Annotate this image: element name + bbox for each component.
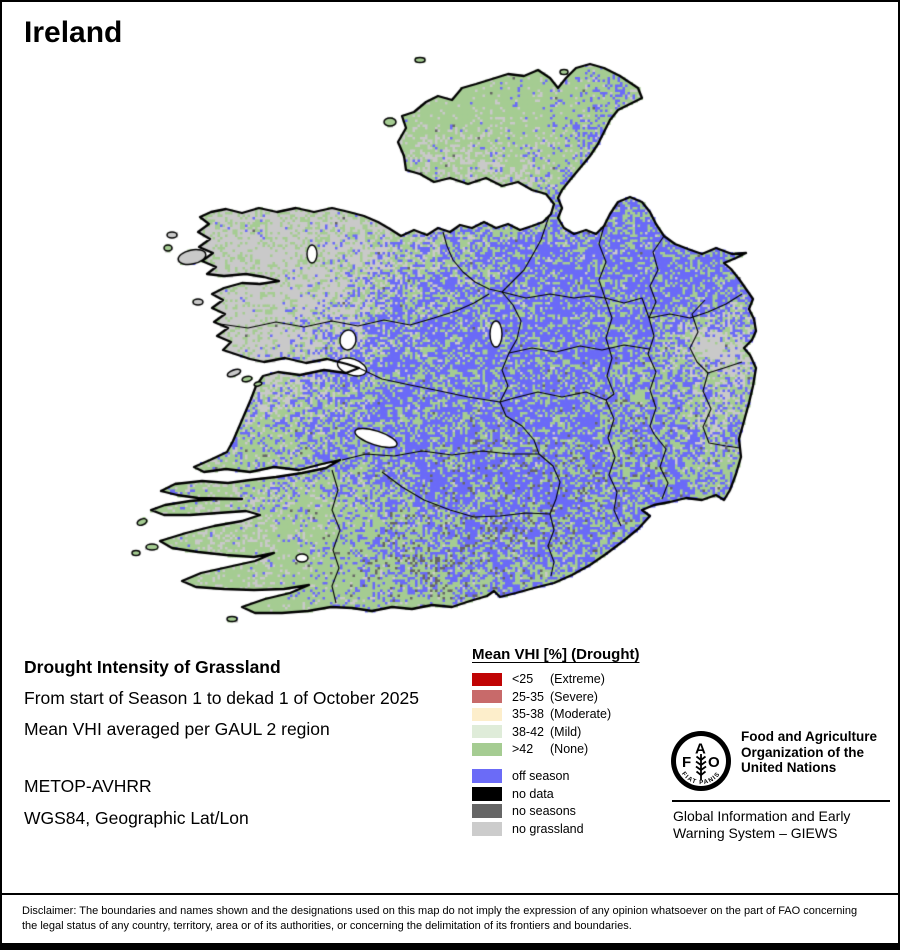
page-title: Ireland: [24, 16, 123, 49]
fao-divider: [672, 800, 890, 802]
legend-value: <25: [512, 672, 534, 686]
legend-swatch-moderate: [472, 707, 502, 721]
legend-label: no seasons: [512, 804, 576, 818]
legend-status-no-grassland: no grassland: [472, 821, 584, 836]
legend-swatch-no-data: [472, 786, 502, 801]
legend-class-moderate: 35-38 (Moderate): [472, 707, 611, 721]
disclaimer-text: Disclaimer: The boundaries and names sho…: [22, 905, 858, 933]
legend-label: no data: [512, 786, 554, 801]
giews-name: Global Information and Early Warning Sys…: [673, 808, 851, 841]
legend-severity: (Mild): [550, 724, 582, 739]
fao-logo-icon: F A O FIAT PANIS: [671, 731, 731, 791]
fao-letter-o: O: [708, 754, 720, 771]
legend-severity: (None): [550, 742, 589, 756]
legend-swatch-mild: [472, 725, 502, 738]
legend-label: no grassland: [512, 821, 584, 836]
fao-letter-a: A: [695, 741, 706, 758]
legend-status-no-data: no data: [472, 786, 554, 801]
legend-class-none: >42 (None): [472, 742, 588, 756]
legend-severity: (Extreme): [550, 672, 605, 686]
map-subject: Drought Intensity of Grassland: [24, 657, 281, 677]
legend-swatch-no-seasons: [472, 804, 502, 818]
legend-label: off season: [512, 769, 570, 783]
legend-severity: (Severe): [550, 689, 598, 704]
bottom-border-band: [2, 943, 898, 948]
legend-swatch-off-season: [472, 769, 502, 783]
legend-value: 25-35: [512, 689, 544, 704]
legend-status-off-season: off season: [472, 769, 569, 783]
map-period: From start of Season 1 to dekad 1 of Oct…: [24, 688, 419, 708]
legend-value: 35-38: [512, 707, 544, 721]
legend-swatch-severe: [472, 690, 502, 703]
legend-status-no-seasons: no seasons: [472, 804, 576, 818]
map-projection: WGS84, Geographic Lat/Lon: [24, 808, 249, 828]
map-aggregation: Mean VHI averaged per GAUL 2 region: [24, 719, 330, 739]
legend-class-mild: 38-42 (Mild): [472, 725, 581, 739]
ireland-drought-map: [2, 2, 898, 662]
legend-class-severe: 25-35 (Severe): [472, 690, 598, 704]
legend-swatch-none: [472, 742, 502, 756]
fao-letter-f: F: [682, 754, 691, 771]
legend-swatch-extreme: [472, 672, 502, 686]
legend-title: Mean VHI [%] (Drought): [472, 646, 640, 663]
legend-class-extreme: <25 (Extreme): [472, 672, 605, 686]
wheat-ear-icon: [695, 754, 707, 780]
disclaimer-separator: [2, 893, 898, 895]
legend-value: >42: [512, 742, 534, 756]
legend-severity: (Moderate): [550, 707, 612, 721]
map-sensor: METOP-AVHRR: [24, 776, 152, 796]
fao-org-name: Food and Agriculture Organization of the…: [741, 729, 877, 775]
legend-value: 38-42: [512, 724, 544, 739]
legend-swatch-no-grassland: [472, 821, 502, 836]
